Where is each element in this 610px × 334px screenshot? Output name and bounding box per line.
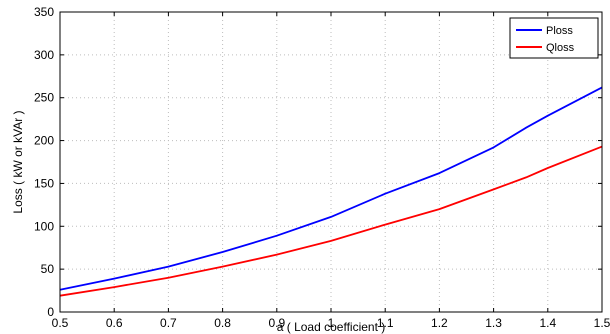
x-tick-label: 1	[328, 316, 335, 330]
x-tick-label: 1.4	[539, 316, 556, 330]
y-tick-label: 200	[34, 134, 54, 148]
y-tick-label: 300	[34, 48, 54, 62]
legend-label-qloss: Qloss	[546, 42, 575, 54]
x-axis: 0.5 0.6 0.7 0.8 0.9 1 1.1 1.2 1.3 1.4 1.5	[52, 12, 610, 330]
y-axis-title: Loss ( kW or kVAr )	[11, 110, 25, 213]
plot-area	[60, 12, 602, 312]
series-layer	[59, 86, 603, 297]
y-axis: 0 50 100 150 200 250 300 350	[34, 5, 602, 319]
y-tick-label: 150	[34, 176, 54, 190]
series-line-ploss	[59, 86, 603, 291]
x-tick-label: 0.7	[160, 316, 177, 330]
x-axis-title: a ( Load coefficient )	[277, 320, 386, 334]
x-tick-label: 1.1	[377, 316, 394, 330]
legend: Ploss Qloss	[509, 17, 599, 59]
x-tick-label: 0.6	[106, 316, 123, 330]
legend-label-ploss: Ploss	[546, 25, 573, 37]
x-tick-label: 0.9	[268, 316, 285, 330]
x-tick-label: 0.8	[214, 316, 231, 330]
legend-box	[509, 17, 599, 59]
y-tick-label: 250	[34, 91, 54, 105]
x-tick-label: 1.2	[431, 316, 448, 330]
y-tick-label: 100	[34, 219, 54, 233]
y-tick-label: 50	[41, 262, 55, 276]
x-tick-label: 1.3	[485, 316, 502, 330]
y-tick-label: 0	[47, 305, 54, 319]
x-tick-label: 1.5	[594, 316, 610, 330]
y-tick-label: 350	[34, 5, 54, 19]
series-line-qloss	[59, 145, 603, 297]
x-tick-label: 0.5	[52, 316, 69, 330]
